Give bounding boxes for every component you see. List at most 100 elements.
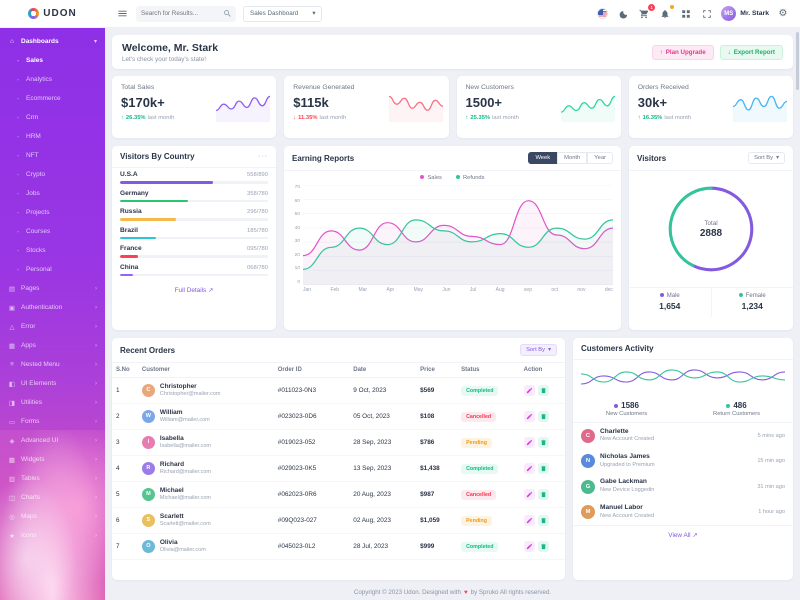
activity-action: New Account Created xyxy=(600,512,655,519)
sidebar-item-authentication[interactable]: ▣ Authentication › xyxy=(0,298,105,317)
cell-sno: 2 xyxy=(112,403,138,430)
sidebar-item-ecommerce[interactable]: ▫ Ecommerce xyxy=(0,89,105,108)
sidebar-item-nft[interactable]: ▫ NFT xyxy=(0,146,105,165)
sidebar-item-icons[interactable]: ★ Icons › xyxy=(0,526,105,545)
x-tick-label: nov xyxy=(577,287,586,293)
delete-button[interactable] xyxy=(537,463,549,474)
sidebar-item-apps[interactable]: ▦ Apps › xyxy=(0,336,105,355)
sidebar-item-jobs[interactable]: ▫ Jobs xyxy=(0,184,105,203)
full-details-link[interactable]: Full Details ↗ xyxy=(174,287,214,294)
activity-item[interactable]: N Nicholas James Upgraded to Premium 15 min… xyxy=(573,448,793,473)
chevron-right-icon: › xyxy=(95,513,97,520)
chevron-down-icon: ▾ xyxy=(548,347,551,353)
search-icon[interactable] xyxy=(223,9,232,18)
cart-icon[interactable]: 1 xyxy=(637,3,656,21)
edit-button[interactable] xyxy=(523,463,535,474)
scrollbar-thumb[interactable] xyxy=(796,32,799,90)
sidebar-item-nested-menu[interactable]: ≡ Nested Menu › xyxy=(0,355,105,374)
sidebar-item-crypto[interactable]: ▫ Crypto xyxy=(0,165,105,184)
earning-period-tabs: Week Month Year xyxy=(528,152,613,164)
apps-grid-icon[interactable] xyxy=(679,7,693,21)
sidebar-item-widgets[interactable]: ▩ Widgets › xyxy=(0,450,105,469)
edit-button[interactable] xyxy=(523,437,535,448)
delete-button[interactable] xyxy=(537,541,549,552)
chevron-right-icon: › xyxy=(95,475,97,482)
logo-text: UDON xyxy=(43,8,77,19)
sidebar-item-utilities[interactable]: ◨ Utilities › xyxy=(0,393,105,412)
search-input[interactable] xyxy=(141,10,223,17)
activity-item[interactable]: C Charlette New Account Created 5 mins ago xyxy=(573,423,793,448)
delete-button[interactable] xyxy=(537,437,549,448)
edit-button[interactable] xyxy=(523,411,535,422)
sidebar-item-projects[interactable]: ▫ Projects xyxy=(0,203,105,222)
sidebar-item-label: Crm xyxy=(26,114,39,121)
edit-button[interactable] xyxy=(523,385,535,396)
sidebar-item-forms[interactable]: ▭ Forms › xyxy=(0,412,105,431)
customer-email: Christopher@mailer.com xyxy=(159,391,221,398)
sidebar-item-courses[interactable]: ▫ Courses xyxy=(0,222,105,241)
logo[interactable]: UDON xyxy=(0,0,105,28)
dark-mode-moon-icon[interactable] xyxy=(616,7,630,21)
delete-button[interactable] xyxy=(537,411,549,422)
edit-button[interactable] xyxy=(523,489,535,500)
edit-button[interactable] xyxy=(523,541,535,552)
sidebar-item-advanced-ui[interactable]: ◈ Advanced UI › xyxy=(0,431,105,450)
tab-month[interactable]: Month xyxy=(557,152,588,164)
sidebar-item-sales[interactable]: ▫ Sales xyxy=(0,51,105,70)
sidebar-item-charts[interactable]: ◫ Charts › xyxy=(0,488,105,507)
crypto-icon: ▫ xyxy=(17,172,19,177)
stat-change-percent: 26.35% xyxy=(125,115,146,121)
sidebar-item-dashboards[interactable]: ⌂ Dashboards ▾ xyxy=(0,32,105,51)
tab-year[interactable]: Year xyxy=(587,152,613,164)
delete-button[interactable] xyxy=(537,489,549,500)
activity-info: Nicholas James Upgraded to Premium xyxy=(600,453,655,469)
table-row: 2 W William William@mailer.com #023023-0D6 05… xyxy=(112,403,565,430)
activity-name: Charlette xyxy=(600,427,629,435)
donut-total-label: Total xyxy=(704,219,718,227)
sidebar-item-personal[interactable]: ▫ Personal xyxy=(0,260,105,279)
visitors-sort-by-button[interactable]: Sort By ▾ xyxy=(748,152,785,164)
sidebar-item-stocks[interactable]: ▫ Stocks xyxy=(0,241,105,260)
view-all-link[interactable]: View All ↗ xyxy=(573,524,793,544)
tab-week[interactable]: Week xyxy=(528,152,558,164)
activity-avatar: M xyxy=(581,505,595,520)
dashboard-select[interactable]: Sales Dashboard ▾ xyxy=(243,5,323,22)
sidebar-item-ui-elements[interactable]: ◧ UI Elements › xyxy=(0,374,105,393)
cell-action xyxy=(519,481,565,508)
widgets-icon: ▩ xyxy=(8,456,16,464)
sidebar-item-analytics[interactable]: ▫ Analytics xyxy=(0,70,105,89)
sidebar-item-pages[interactable]: ▤ Pages › xyxy=(0,279,105,298)
country-row-usa: U.S.A 558/890 xyxy=(120,171,268,184)
country-name: U.S.A xyxy=(120,171,138,178)
language-flag-icon[interactable] xyxy=(595,7,609,21)
delete-button[interactable] xyxy=(537,515,549,526)
hamburger-menu-icon[interactable] xyxy=(115,7,129,21)
country-value: 558/890 xyxy=(247,172,268,178)
heart-icon: ♥ xyxy=(463,588,468,596)
orders-sort-by-button[interactable]: Sort By ▾ xyxy=(520,344,557,356)
sidebar-item-tables[interactable]: ▥ Tables › xyxy=(0,469,105,488)
customer-name: Michael xyxy=(159,486,184,494)
sidebar-item-maps[interactable]: ◎ Maps › xyxy=(0,507,105,526)
country-row-china: China 068/780 xyxy=(120,264,268,276)
sidebar-item-hrm[interactable]: ▫ HRM xyxy=(0,127,105,146)
delete-button[interactable] xyxy=(537,385,549,396)
fullscreen-icon[interactable] xyxy=(700,7,714,21)
legend-sales: Sales xyxy=(420,175,442,181)
logo-icon xyxy=(28,8,40,19)
export-report-button[interactable]: ↓ Export Report xyxy=(719,44,783,60)
activity-item[interactable]: M Manuel Labor New Account Created 1 hour a… xyxy=(573,499,793,524)
settings-gear-icon[interactable]: ⚙ xyxy=(778,8,788,19)
notifications-bell-icon[interactable] xyxy=(658,4,675,21)
sidebar-item-error[interactable]: △ Error › xyxy=(0,317,105,336)
country-progress-fill xyxy=(120,199,189,202)
search-box[interactable] xyxy=(136,5,236,22)
plan-upgrade-button[interactable]: ↑ Plan Upgrade xyxy=(651,44,714,60)
activity-item[interactable]: G Gabe Lackman New Device Loggedin 31 min a… xyxy=(573,474,793,499)
edit-button[interactable] xyxy=(523,515,535,526)
user-profile[interactable]: MS Mr. Stark xyxy=(721,6,769,21)
column-header-status: Status xyxy=(457,363,520,378)
sidebar-item-crm[interactable]: ▫ Crm xyxy=(0,108,105,127)
more-options-icon[interactable]: ··· xyxy=(258,153,268,160)
cell-price: $786 xyxy=(416,429,458,456)
